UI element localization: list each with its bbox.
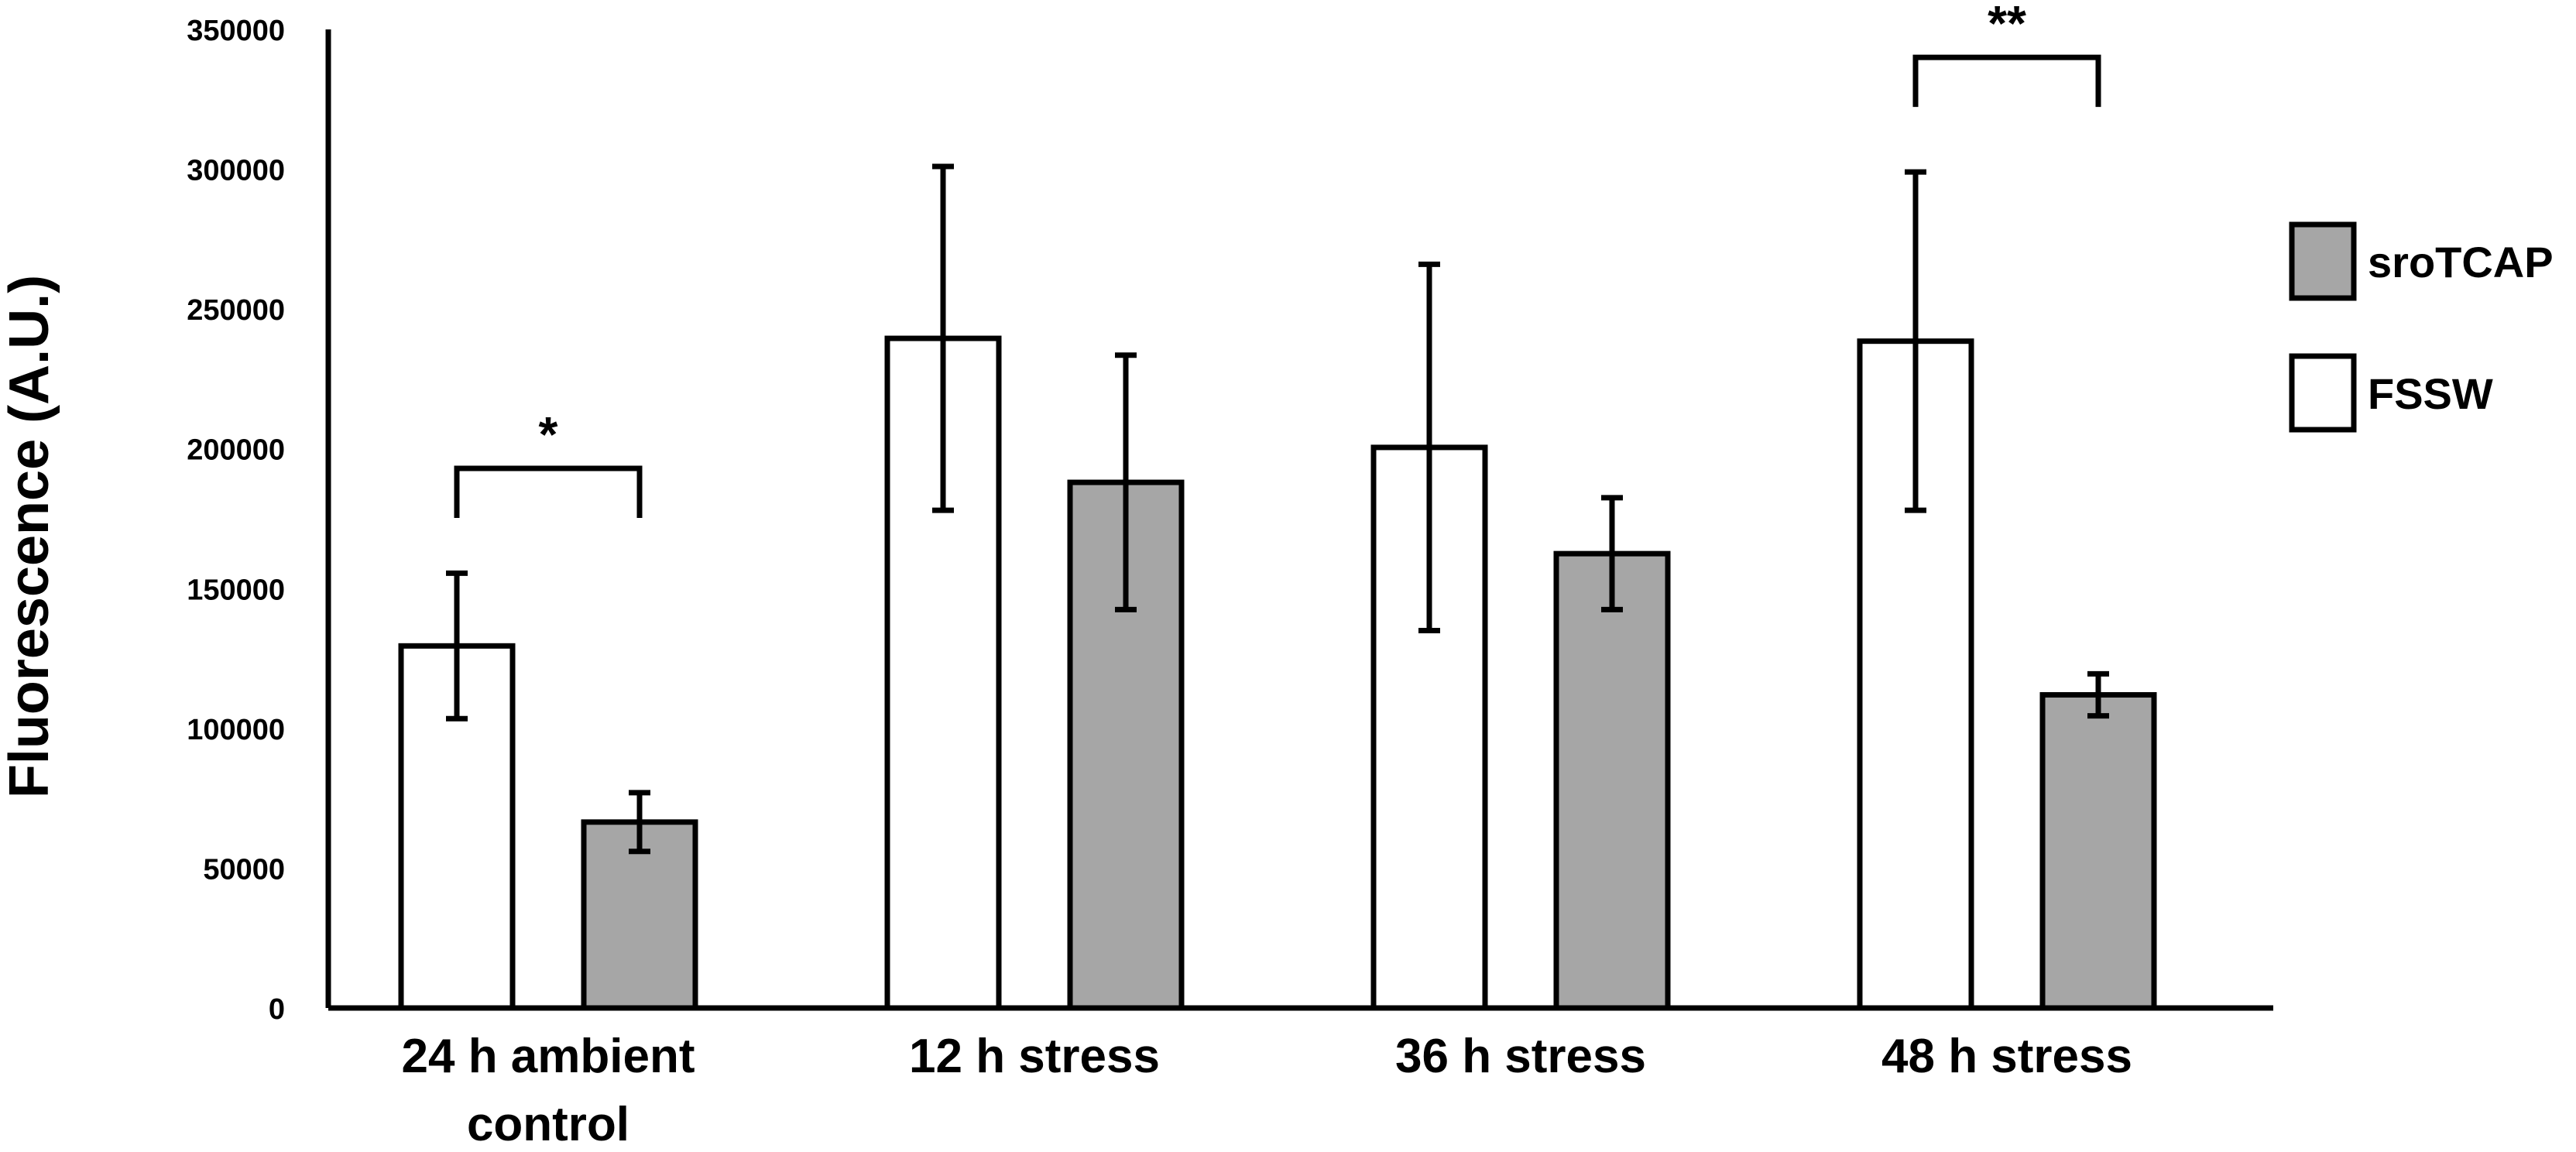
x-tick-label: 48 h stress — [1881, 1030, 2132, 1083]
y-tick-label: 350000 — [187, 15, 285, 47]
y-tick-label: 150000 — [187, 574, 285, 606]
significance-bracket — [454, 465, 643, 518]
bar-srotcap — [1553, 550, 1671, 1011]
legend-label-srotcap: sroTCAP — [2368, 238, 2554, 286]
significance-label: ** — [1988, 0, 2026, 51]
legend-swatch-fssw — [2289, 353, 2357, 433]
y-tick-label: 250000 — [187, 294, 285, 327]
y-axis-label: Fluorescence (A.U.) — [0, 275, 60, 798]
legend-swatch-srotcap — [2289, 221, 2357, 301]
y-tick-label: 200000 — [187, 434, 285, 467]
y-tick-label: 300000 — [187, 155, 285, 187]
y-tick-label: 0 — [269, 993, 285, 1026]
legend-label-fssw: FSSW — [2368, 369, 2493, 418]
x-tick-label: 24 h ambient — [402, 1030, 695, 1083]
significance-bracket — [1912, 54, 2101, 108]
y-tick-label: 50000 — [203, 853, 285, 886]
x-tick-label: control — [467, 1098, 629, 1151]
x-tick-label: 12 h stress — [909, 1030, 1160, 1083]
x-tick-label: 36 h stress — [1395, 1030, 1646, 1083]
y-tick-label: 100000 — [187, 714, 285, 746]
bar-fssw — [884, 335, 1002, 1011]
chart-marks: 0 50000 100000 150000 200000 250000 300000 3500… — [187, 0, 2553, 1151]
bar-srotcap — [2039, 692, 2157, 1011]
significance-label: * — [539, 406, 558, 462]
